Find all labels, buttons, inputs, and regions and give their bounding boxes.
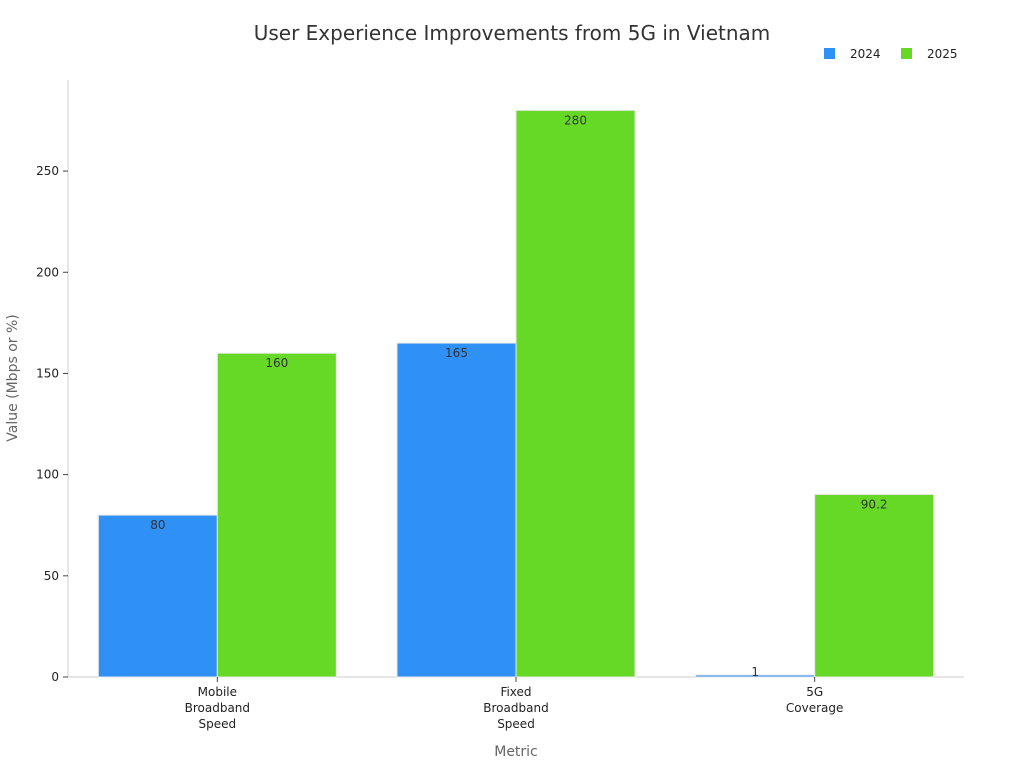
- legend-label-2024: 2024: [850, 47, 881, 61]
- x-axis-ticks: Mobile Broadband Speed Fixed Broadband Speed 5…: [185, 677, 844, 731]
- legend-swatch-2025: [901, 48, 912, 59]
- y-tick-label: 150: [36, 366, 59, 380]
- y-axis-ticks: 0 50 100 150 200 250: [36, 164, 68, 684]
- bar-2025-0: [216, 352, 337, 678]
- y-tick-label: 100: [36, 468, 59, 482]
- bars: 80 160 165 280 1 90.2: [97, 109, 935, 679]
- y-axis-label: Value (Mbps or %): [5, 314, 21, 442]
- bar-2025-2: [814, 493, 935, 678]
- y-tick-label: 0: [51, 670, 59, 684]
- legend-label-2025: 2025: [927, 47, 958, 61]
- bar-2024-1: [396, 342, 517, 678]
- bar-label-2025-2: 90.2: [861, 497, 888, 511]
- x-tick-label-2: 5G Coverage: [786, 685, 844, 715]
- legend-swatch-2024: [824, 48, 835, 59]
- bar-label-2025-1: 280: [564, 113, 587, 127]
- bar-2024-0: [97, 514, 218, 678]
- bar-label-2025-0: 160: [265, 356, 288, 370]
- legend: 2024 2025: [824, 47, 958, 61]
- x-tick-label-1: Fixed Broadband Speed: [483, 685, 548, 731]
- x-tick-label-0: Mobile Broadband Speed: [185, 685, 250, 731]
- y-tick-label: 50: [44, 569, 59, 583]
- y-tick-label: 250: [36, 164, 59, 178]
- x-axis-label: Metric: [494, 744, 538, 760]
- bar-label-2024-2: 1: [751, 665, 759, 679]
- chart-title: User Experience Improvements from 5G in …: [254, 21, 771, 45]
- y-tick-label: 200: [36, 265, 59, 279]
- bar-label-2024-0: 80: [150, 518, 165, 532]
- bar-label-2024-1: 165: [445, 346, 468, 360]
- bar-2025-1: [515, 109, 636, 678]
